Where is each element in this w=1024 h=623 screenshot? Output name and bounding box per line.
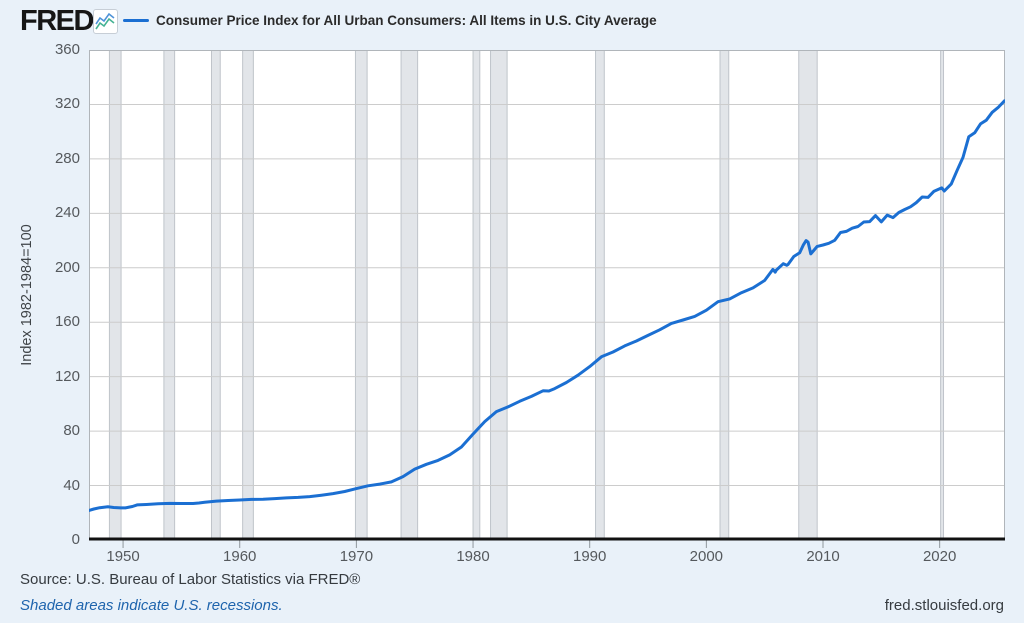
cpi-chart-plot-area[interactable] — [89, 50, 1005, 550]
y-tick-label: 0 — [71, 531, 80, 548]
recession-band — [109, 50, 122, 540]
recession-band — [163, 50, 175, 540]
fred-sparkline-icon — [93, 9, 118, 34]
recession-band — [211, 50, 221, 540]
recession-band — [355, 50, 368, 540]
y-tick-label: 280 — [54, 149, 80, 167]
y-tick-label: 200 — [54, 258, 80, 276]
x-tick-label: 2020 — [922, 548, 957, 565]
sparkline-green-line — [95, 17, 115, 30]
fred-logo-text: FRED — [20, 5, 94, 37]
y-axis-title: Index 1982-1984=100 — [19, 224, 35, 366]
plot-background — [89, 50, 1005, 540]
sparkline-blue-line — [95, 12, 115, 25]
x-tick-label: 1950 — [106, 548, 140, 565]
legend[interactable]: Consumer Price Index for All Urban Consu… — [123, 13, 657, 28]
fred-logo[interactable]: FRED® — [20, 6, 99, 42]
recession-band — [242, 50, 254, 540]
recession-band — [798, 50, 818, 540]
y-tick-label: 80 — [63, 422, 80, 440]
source-attribution: Source: U.S. Bureau of Labor Statistics … — [20, 571, 361, 588]
x-tick-label: 2010 — [806, 548, 840, 565]
x-tick-label: 1980 — [456, 548, 490, 565]
y-tick-label: 40 — [63, 476, 80, 494]
x-tick-label: 2000 — [689, 548, 724, 565]
y-tick-label: 320 — [54, 95, 80, 113]
y-tick-label: 360 — [54, 41, 80, 58]
y-tick-label: 160 — [54, 313, 80, 331]
cpi-line-series — [89, 99, 1005, 512]
recession-band — [720, 50, 729, 540]
x-tick-label: 1970 — [339, 548, 374, 565]
recession-note-link[interactable]: Shaded areas indicate U.S. recessions. — [20, 597, 283, 614]
fred-site-url: fred.stlouisfed.org — [884, 597, 1004, 614]
recession-band — [401, 50, 418, 540]
recession-band — [490, 50, 508, 540]
x-tick-label: 1990 — [573, 548, 607, 565]
y-tick-label: 240 — [54, 204, 80, 222]
legend-series-label: Consumer Price Index for All Urban Consu… — [156, 13, 657, 28]
y-tick-label: 120 — [54, 367, 80, 385]
legend-line-swatch — [123, 19, 149, 22]
recession-band — [473, 50, 480, 540]
recession-band — [595, 50, 605, 540]
recession-band — [940, 50, 944, 540]
x-tick-label: 1960 — [223, 548, 257, 565]
